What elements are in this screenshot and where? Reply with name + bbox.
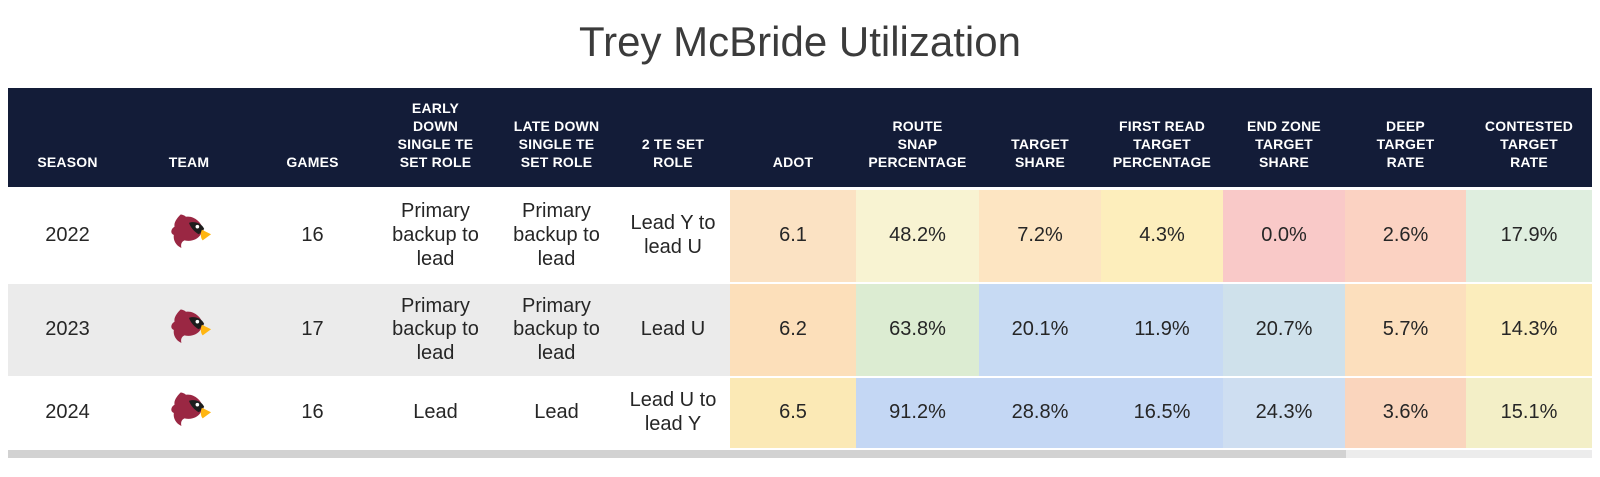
two-te-role-cell: Lead U to lead Y bbox=[616, 376, 730, 448]
team-cell bbox=[127, 186, 251, 283]
end-zone-cell: 24.3% bbox=[1223, 376, 1345, 448]
horizontal-scrollbar[interactable] bbox=[8, 450, 1592, 458]
two-te-role-cell: Lead Y to lead U bbox=[616, 186, 730, 283]
season-row-2022: 2022 16 Primary backup to lead Primary b… bbox=[8, 186, 1592, 283]
season-cell: 2023 bbox=[8, 282, 127, 377]
arizona-cardinals-logo-icon bbox=[166, 391, 212, 429]
column-header-end-zone: END ZONE TARGET SHARE bbox=[1223, 88, 1345, 188]
contested-target-cell: 17.9% bbox=[1466, 186, 1592, 283]
target-share-cell: 28.8% bbox=[979, 376, 1101, 448]
table-header-row: SEASON TEAM GAMES EARLY DOWN SINGLE TE S… bbox=[8, 88, 1592, 188]
team-cell bbox=[127, 376, 251, 448]
early-down-role-cell: Primary backup to lead bbox=[374, 282, 497, 377]
column-header-route-snap: ROUTE SNAP PERCENTAGE bbox=[856, 88, 979, 188]
season-cell: 2024 bbox=[8, 376, 127, 448]
adot-cell: 6.2 bbox=[730, 282, 856, 377]
deep-target-cell: 3.6% bbox=[1345, 376, 1466, 448]
deep-target-cell: 2.6% bbox=[1345, 186, 1466, 283]
arizona-cardinals-logo-icon bbox=[166, 213, 212, 251]
arizona-cardinals-logo-icon bbox=[166, 308, 212, 346]
column-header-season: SEASON bbox=[8, 88, 127, 188]
first-read-cell: 16.5% bbox=[1101, 376, 1223, 448]
column-header-games: GAMES bbox=[251, 88, 374, 188]
team-cell bbox=[127, 282, 251, 377]
early-down-role-cell: Primary backup to lead bbox=[374, 186, 497, 283]
contested-target-cell: 15.1% bbox=[1466, 376, 1592, 448]
column-header-adot: ADOT bbox=[730, 88, 856, 188]
deep-target-cell: 5.7% bbox=[1345, 282, 1466, 377]
utilization-table: SEASON TEAM GAMES EARLY DOWN SINGLE TE S… bbox=[8, 88, 1592, 448]
column-header-deep-target: DEEP TARGET RATE bbox=[1345, 88, 1466, 188]
late-down-role-cell: Lead bbox=[497, 376, 616, 448]
column-header-contested-target: CONTESTED TARGET RATE bbox=[1466, 88, 1592, 188]
route-snap-cell: 63.8% bbox=[856, 282, 979, 377]
season-row-2023: 2023 17 Primary backup to lead Primary b… bbox=[8, 282, 1592, 377]
season-row-2024: 2024 16 Lead Lead Lead U to lead Y 6.5 9… bbox=[8, 376, 1592, 448]
column-header-first-read: FIRST READ TARGET PERCENTAGE bbox=[1101, 88, 1223, 188]
target-share-cell: 20.1% bbox=[979, 282, 1101, 377]
page-title: Trey McBride Utilization bbox=[579, 18, 1021, 65]
first-read-cell: 4.3% bbox=[1101, 186, 1223, 283]
early-down-role-cell: Lead bbox=[374, 376, 497, 448]
adot-cell: 6.1 bbox=[730, 186, 856, 283]
contested-target-cell: 14.3% bbox=[1466, 282, 1592, 377]
season-cell: 2022 bbox=[8, 186, 127, 283]
scrollbar-thumb[interactable] bbox=[8, 450, 1347, 458]
route-snap-cell: 48.2% bbox=[856, 186, 979, 283]
two-te-role-cell: Lead U bbox=[616, 282, 730, 377]
column-header-target-share: TARGET SHARE bbox=[979, 88, 1101, 188]
end-zone-cell: 20.7% bbox=[1223, 282, 1345, 377]
games-cell: 16 bbox=[251, 186, 374, 283]
first-read-cell: 11.9% bbox=[1101, 282, 1223, 377]
column-header-team: TEAM bbox=[127, 88, 251, 188]
target-share-cell: 7.2% bbox=[979, 186, 1101, 283]
column-header-two-te-role: 2 TE SET ROLE bbox=[616, 88, 730, 188]
route-snap-cell: 91.2% bbox=[856, 376, 979, 448]
column-header-early-down-role: EARLY DOWN SINGLE TE SET ROLE bbox=[374, 88, 497, 188]
late-down-role-cell: Primary backup to lead bbox=[497, 186, 616, 283]
games-cell: 16 bbox=[251, 376, 374, 448]
late-down-role-cell: Primary backup to lead bbox=[497, 282, 616, 377]
games-cell: 17 bbox=[251, 282, 374, 377]
column-header-late-down-role: LATE DOWN SINGLE TE SET ROLE bbox=[497, 88, 616, 188]
end-zone-cell: 0.0% bbox=[1223, 186, 1345, 283]
adot-cell: 6.5 bbox=[730, 376, 856, 448]
